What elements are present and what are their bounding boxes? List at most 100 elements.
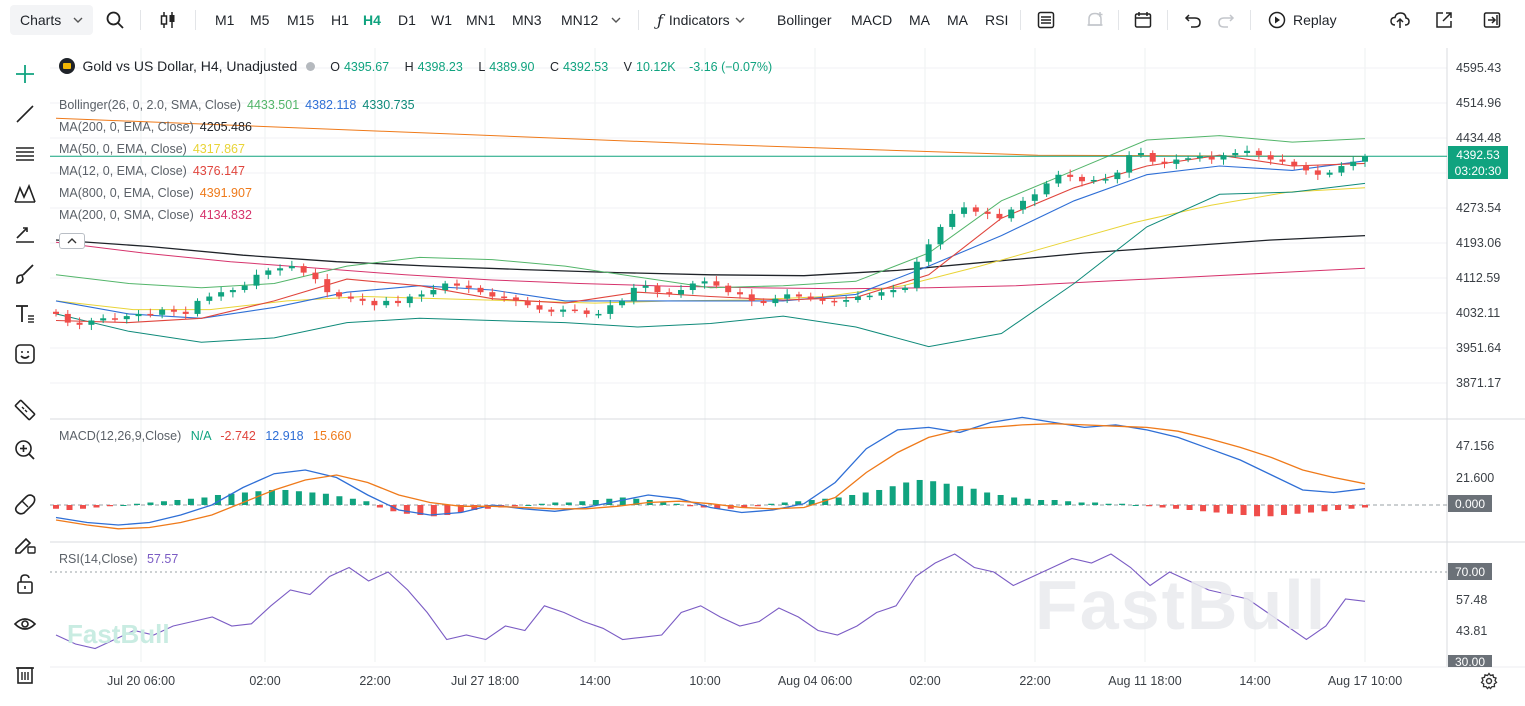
toolbar-divider (1167, 10, 1168, 30)
crosshair-tool[interactable] (11, 60, 39, 88)
eye-icon (13, 618, 37, 630)
emoji-tool[interactable] (11, 340, 39, 368)
toolbar-divider (1118, 10, 1119, 30)
timeframe-label: M15 (287, 12, 315, 28)
trend-line-tool[interactable] (11, 100, 39, 128)
share-button[interactable] (1434, 0, 1454, 40)
pen-lock-icon (15, 537, 36, 554)
candle-body (182, 311, 189, 314)
macd-histogram-bar (133, 503, 140, 505)
time-axis-label: 14:00 (1239, 674, 1270, 688)
candle-body (501, 296, 508, 299)
horizontal-lines-tool[interactable] (11, 140, 39, 168)
redo-button[interactable] (1216, 0, 1236, 40)
price-axis-label: 4112.59 (1456, 271, 1500, 285)
candle-body (1279, 159, 1286, 162)
brush-tool[interactable] (11, 260, 39, 288)
macd-histogram-bar (579, 501, 586, 505)
candle-body (1173, 159, 1180, 164)
emoji-icon (15, 344, 35, 364)
forecast-tool[interactable] (11, 220, 39, 248)
zoom-tool[interactable] (11, 436, 39, 464)
undo-button[interactable] (1183, 0, 1203, 40)
bollinger-upper-line (55, 135, 1366, 289)
timeframe-m15[interactable]: M15 (287, 0, 314, 40)
overlay-legend[interactable]: MA(12, 0, EMA, Close) 4376.147 (59, 164, 245, 178)
macd-histogram-bar (835, 497, 842, 505)
timeframe-mn3[interactable]: MN3 (512, 0, 542, 40)
timeframe-mn12[interactable]: MN12 (561, 0, 598, 40)
candle-body (1303, 166, 1310, 171)
save-cloud-button[interactable] (1389, 0, 1411, 40)
timeframe-d1[interactable]: D1 (398, 0, 416, 40)
overlay-label: MA(200, 0, SMA, Close) (59, 208, 194, 222)
charts-dropdown[interactable]: Charts (10, 5, 93, 35)
pattern-tool[interactable] (11, 180, 39, 208)
indicator-rsi[interactable]: RSI (985, 0, 1008, 40)
overlay-legend[interactable]: MA(200, 0, EMA, Close) 4205.486 (59, 120, 252, 134)
timeframe-mn1[interactable]: MN1 (466, 0, 496, 40)
timeframe-h1[interactable]: H1 (331, 0, 349, 40)
draw-mode-tool[interactable] (11, 530, 39, 558)
indicator-ma-1[interactable]: MA (909, 0, 930, 40)
replay-button[interactable]: Replay (1267, 0, 1337, 40)
forecast-icon (16, 227, 34, 243)
indicators-button[interactable]: ƒ Indicators (657, 0, 745, 40)
macd-histogram-bar (268, 489, 275, 505)
text-tool[interactable] (11, 300, 39, 328)
delete-tool[interactable] (11, 660, 39, 688)
price-axis-label: 4595.43 (1456, 61, 1501, 75)
macd-histogram-bar (1362, 505, 1368, 508)
alert-button[interactable] (1085, 0, 1105, 40)
rsi-lower-tag: 30.00 (1448, 655, 1492, 667)
indicator-macd[interactable]: MACD (851, 0, 892, 40)
measure-tool[interactable] (11, 396, 39, 424)
overlay-legend[interactable]: MA(200, 0, SMA, Close) 4134.832 (59, 208, 252, 222)
indicator-bollinger[interactable]: Bollinger (777, 0, 831, 40)
candle-body (336, 292, 343, 297)
collapse-legend-button[interactable] (59, 233, 85, 249)
candle-body (795, 294, 802, 297)
macd-pane: 47.156 21.600 (50, 416, 1494, 530)
candle-body (371, 300, 378, 306)
overlay-legend[interactable]: MA(800, 0, EMA, Close) 4391.907 (59, 186, 252, 200)
watermark-logo-small: FastBull (67, 619, 170, 649)
overlay-legend[interactable]: Bollinger(26, 0, 2.0, SMA, Close) 4433.50… (59, 98, 415, 112)
chart-type-button[interactable] (158, 0, 178, 40)
candle-body (536, 305, 543, 310)
indicator-label: Bollinger (777, 12, 832, 28)
time-axis-label: 22:00 (359, 674, 390, 688)
price-axis-label: 4273.54 (1456, 201, 1501, 215)
chart-settings-gear[interactable] (1480, 672, 1498, 695)
macd-histogram-bar (1159, 505, 1166, 508)
candle-body (902, 287, 909, 291)
brush-icon (16, 264, 34, 284)
chevron-up-icon (67, 238, 77, 244)
calendar-button[interactable] (1133, 0, 1153, 40)
timeframe-h4[interactable]: H4 (363, 0, 381, 40)
lock-tool[interactable] (11, 570, 39, 598)
chart-settings-button[interactable] (1036, 0, 1056, 40)
indicator-ma-2[interactable]: MA (947, 0, 968, 40)
overlay-legend[interactable]: MA(50, 0, EMA, Close) 4317.867 (59, 142, 245, 156)
timeframe-label: H4 (363, 12, 381, 28)
magnet-tool[interactable] (11, 490, 39, 518)
exit-button[interactable] (1482, 0, 1502, 40)
symbol-search-button[interactable] (105, 0, 125, 40)
candle-body (135, 313, 142, 317)
timeframe-m1[interactable]: M1 (215, 0, 234, 40)
visibility-tool[interactable] (11, 610, 39, 638)
overlay-value: 4433.501 (247, 98, 300, 112)
candle-body (548, 309, 555, 312)
toolbar-divider (140, 10, 141, 30)
candle-body (642, 285, 649, 288)
macd-histogram-bar (417, 505, 424, 516)
timeframe-m5[interactable]: M5 (250, 0, 269, 40)
macd-histogram-bar (1348, 505, 1355, 509)
timeframe-more-button[interactable] (611, 0, 621, 40)
timeframe-w1[interactable]: W1 (431, 0, 452, 40)
toolbar-divider (1250, 10, 1251, 30)
macd-histogram-bar (849, 494, 856, 505)
axis-labels: Jul 20 06:00 02:00 22:00 Jul 27 18:00 14:00 1… (107, 61, 1501, 688)
